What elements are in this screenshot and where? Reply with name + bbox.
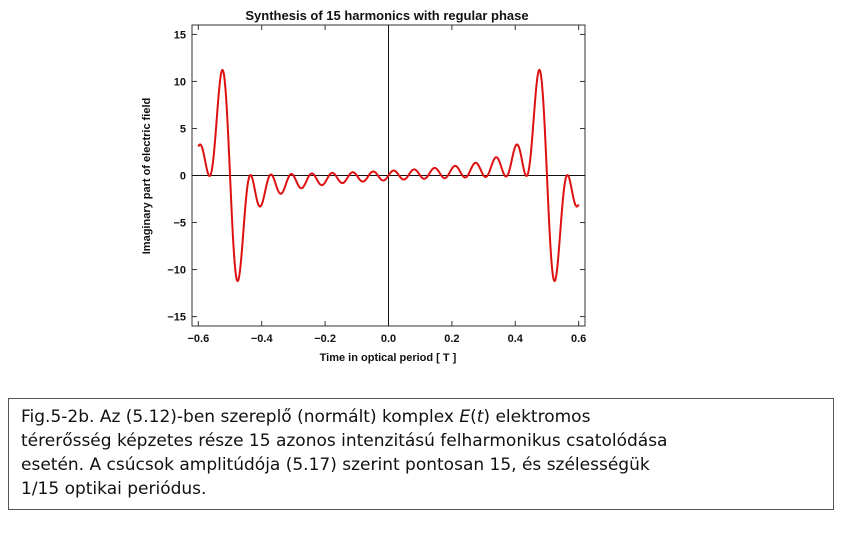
x-tick-label: 0.4: [508, 333, 524, 345]
caption-text: elektromos: [490, 407, 591, 427]
x-tick-label: −0.4: [251, 333, 274, 345]
caption-paren: ): [483, 407, 491, 427]
figure-caption: Fig.5-2b. Az (5.12)-ben szereplő (normál…: [8, 398, 834, 510]
caption-math-t: t: [476, 407, 484, 427]
y-tick-label: −15: [167, 312, 186, 324]
caption-line-4: 1/15 optikai periódus.: [21, 479, 207, 499]
x-tick-label: −0.2: [314, 333, 336, 345]
y-tick-label: 10: [174, 76, 186, 88]
chart-title: Synthesis of 15 harmonics with regular p…: [245, 8, 528, 23]
x-tick-label: 0.0: [381, 333, 396, 345]
x-tick-label: 0.6: [571, 333, 586, 345]
y-axis-label: Imaginary part of electric field: [141, 98, 153, 255]
y-tick-label: −5: [173, 218, 186, 230]
y-tick-label: 15: [174, 29, 186, 41]
x-tick-label: −0.6: [187, 333, 209, 345]
caption-line-3: esetén. A csúcsok amplitúdója (5.17) sze…: [21, 455, 650, 475]
chart: Synthesis of 15 harmonics with regular p…: [141, 8, 586, 364]
x-axis-label: Time in optical period [ T ]: [320, 352, 457, 364]
y-tick-label: 5: [180, 123, 186, 135]
y-tick-label: −10: [167, 265, 186, 277]
caption-text: Fig.5-2b. Az (5.12)-ben szereplő (normál…: [21, 407, 460, 427]
caption-paren: (: [470, 407, 477, 427]
x-tick-label: 0.2: [444, 333, 459, 345]
caption-math-e: E: [459, 407, 471, 427]
series-line: [197, 68, 580, 283]
caption-line-2: térerősség képzetes része 15 azonos inte…: [21, 431, 668, 451]
caption-line-1: Fig.5-2b. Az (5.12)-ben szereplő (normál…: [21, 405, 823, 429]
y-tick-label: 0: [180, 171, 186, 183]
